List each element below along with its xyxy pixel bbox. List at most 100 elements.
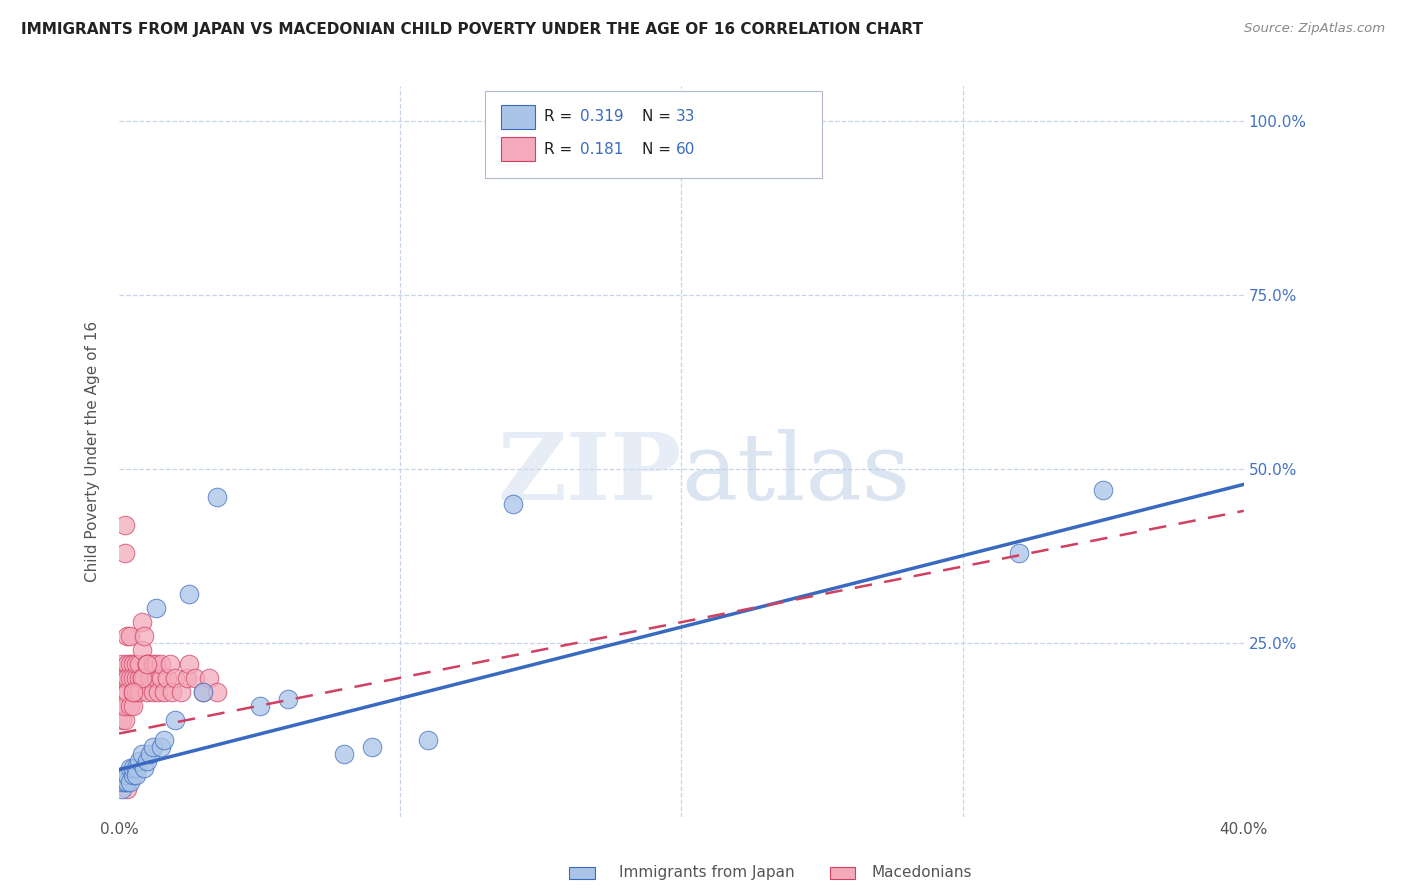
Text: 33: 33 <box>676 109 696 124</box>
Text: Macedonians: Macedonians <box>872 865 972 880</box>
Point <box>277 691 299 706</box>
Point <box>114 698 136 713</box>
Text: 0.181: 0.181 <box>581 142 624 157</box>
Point <box>128 657 150 671</box>
Point <box>148 685 170 699</box>
Point <box>125 761 148 775</box>
Point <box>111 698 134 713</box>
Point <box>111 782 134 797</box>
Point <box>120 698 142 713</box>
Point <box>111 685 134 699</box>
Point <box>134 671 156 685</box>
Point <box>150 657 173 671</box>
Point <box>179 587 201 601</box>
Bar <box>569 867 595 879</box>
Point <box>162 685 184 699</box>
Point <box>114 775 136 789</box>
Point <box>142 740 165 755</box>
Point <box>120 657 142 671</box>
Point <box>120 671 142 685</box>
Point <box>153 685 176 699</box>
Point <box>142 657 165 671</box>
Point <box>333 747 356 762</box>
Point <box>131 671 153 685</box>
Point <box>128 671 150 685</box>
Text: Source: ZipAtlas.com: Source: ZipAtlas.com <box>1244 22 1385 36</box>
Point <box>502 497 524 511</box>
Point <box>418 733 440 747</box>
Point <box>111 671 134 685</box>
Point <box>1008 545 1031 559</box>
Point <box>150 740 173 755</box>
Point <box>207 685 229 699</box>
Point <box>125 768 148 782</box>
Point <box>131 671 153 685</box>
Point <box>131 747 153 762</box>
Point <box>179 657 201 671</box>
Point <box>139 747 162 762</box>
Point <box>114 713 136 727</box>
Point <box>122 685 145 699</box>
Point <box>131 615 153 629</box>
Point <box>136 657 159 671</box>
Point <box>120 775 142 789</box>
Point <box>145 601 167 615</box>
Point <box>136 685 159 699</box>
Point <box>1092 483 1115 497</box>
Point <box>111 657 134 671</box>
Y-axis label: Child Poverty Under the Age of 16: Child Poverty Under the Age of 16 <box>86 321 100 582</box>
Point <box>165 713 187 727</box>
Point <box>128 755 150 769</box>
Point <box>128 685 150 699</box>
Point <box>153 733 176 747</box>
Point <box>170 685 193 699</box>
Text: Immigrants from Japan: Immigrants from Japan <box>619 865 794 880</box>
Point <box>165 671 187 685</box>
Point <box>120 629 142 643</box>
Point <box>117 782 139 797</box>
Point <box>207 490 229 504</box>
Point <box>361 740 384 755</box>
FancyBboxPatch shape <box>485 92 823 178</box>
Point <box>142 685 165 699</box>
Point <box>249 698 271 713</box>
Point <box>114 671 136 685</box>
Text: ZIP: ZIP <box>498 428 682 518</box>
Point <box>120 761 142 775</box>
Bar <box>830 867 855 879</box>
Point <box>122 685 145 699</box>
Point <box>150 671 173 685</box>
Text: R =: R = <box>544 142 578 157</box>
Point <box>136 755 159 769</box>
Point <box>193 685 215 699</box>
Point <box>117 657 139 671</box>
Text: 0.319: 0.319 <box>581 109 624 124</box>
Point <box>131 643 153 657</box>
Point <box>122 698 145 713</box>
Point <box>139 671 162 685</box>
Point <box>193 685 215 699</box>
Text: 60: 60 <box>676 142 695 157</box>
Point <box>125 685 148 699</box>
Point <box>122 671 145 685</box>
Point <box>176 671 198 685</box>
Point <box>114 768 136 782</box>
Point <box>122 657 145 671</box>
Point <box>117 685 139 699</box>
Point <box>134 761 156 775</box>
Point <box>117 775 139 789</box>
Point <box>114 517 136 532</box>
Text: N =: N = <box>643 142 676 157</box>
Text: IMMIGRANTS FROM JAPAN VS MACEDONIAN CHILD POVERTY UNDER THE AGE OF 16 CORRELATIO: IMMIGRANTS FROM JAPAN VS MACEDONIAN CHIL… <box>21 22 924 37</box>
Point <box>184 671 207 685</box>
Point <box>122 768 145 782</box>
Text: N =: N = <box>643 109 676 124</box>
Bar <box>502 104 536 128</box>
Point <box>134 629 156 643</box>
Point <box>125 671 148 685</box>
Point <box>117 671 139 685</box>
Point <box>117 768 139 782</box>
Point <box>125 657 148 671</box>
Text: R =: R = <box>544 109 578 124</box>
Point <box>117 629 139 643</box>
